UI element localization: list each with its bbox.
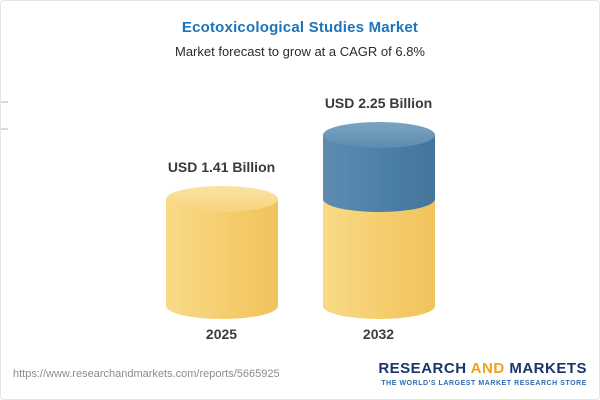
logo-word-research: RESEARCH <box>378 360 467 377</box>
bar-2032 <box>322 122 435 319</box>
left-tick-mark <box>1 128 8 130</box>
chart-title: Ecotoxicological Studies Market <box>181 19 419 36</box>
chart-subtitle: Market forecast to grow at a CAGR of 6.8… <box>175 44 425 59</box>
chart-header: Ecotoxicological Studies Market Market f… <box>1 1 599 59</box>
logo-word-and: AND <box>470 360 505 377</box>
footer: https://www.researchandmarkets.com/repor… <box>13 360 587 387</box>
seg-2032-base <box>322 199 435 319</box>
logo-tagline: THE WORLD'S LARGEST MARKET RESEARCH STOR… <box>381 380 587 387</box>
value-label-2032: USD 2.25 Billion <box>324 95 433 111</box>
bar-2025 <box>165 186 278 319</box>
logo-word-markets: MARKETS <box>509 360 587 377</box>
bar-chart: USD 1.41 Billion 2025 USD 2.25 Billion 2… <box>1 95 599 342</box>
logo-wordmark: RESEARCH AND MARKETS <box>378 360 587 377</box>
value-label-2025: USD 1.41 Billion <box>167 159 276 175</box>
report-url: https://www.researchandmarkets.com/repor… <box>13 367 280 380</box>
bar-group-2032: USD 2.25 Billion 2032 <box>322 95 435 342</box>
category-label-2032: 2032 <box>362 326 395 342</box>
seg-2025 <box>165 199 278 319</box>
research-and-markets-logo: RESEARCH AND MARKETS THE WORLD'S LARGEST… <box>378 360 587 387</box>
category-label-2025: 2025 <box>205 326 238 342</box>
bar-2025-top-cap <box>165 186 278 212</box>
bar-group-2025: USD 1.41 Billion 2025 <box>165 159 278 342</box>
bar-2032-top-cap <box>322 122 435 148</box>
left-tick-mark <box>1 101 8 103</box>
